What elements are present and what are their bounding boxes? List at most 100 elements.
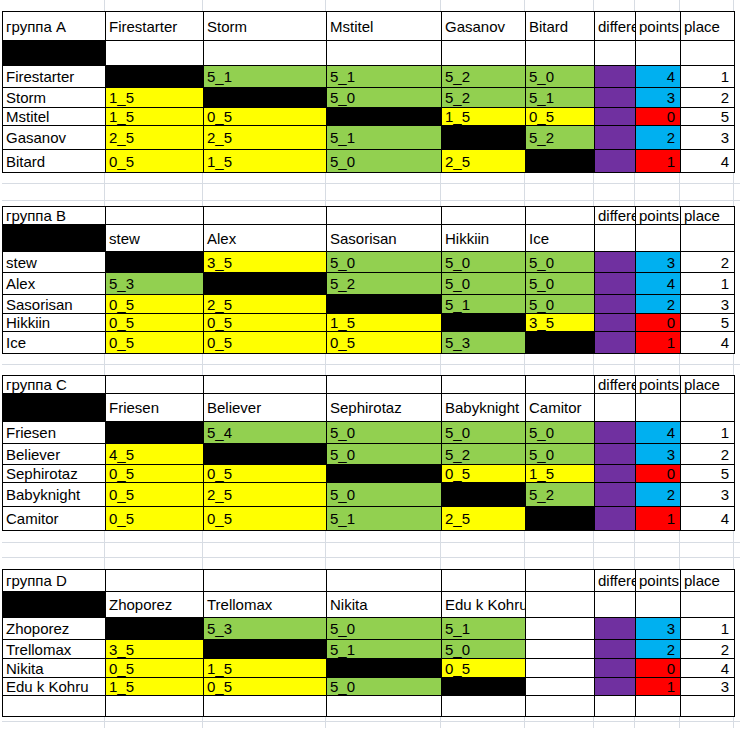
match-result-cell[interactable]: 2_5 xyxy=(106,126,204,150)
player-row-label-cell[interactable]: Gasanov xyxy=(3,126,106,150)
diagonal-black-cell[interactable] xyxy=(3,41,106,66)
group-title-cell[interactable]: группа B xyxy=(3,207,106,225)
stat-header-cell[interactable]: difference xyxy=(595,570,636,592)
match-result-cell[interactable]: 1_5 xyxy=(204,150,327,173)
points-value-cell[interactable]: 3 xyxy=(636,444,681,465)
match-result-cell[interactable]: 5_4 xyxy=(204,422,327,444)
match-result-cell[interactable]: 5_1 xyxy=(442,618,526,640)
match-result-cell[interactable]: 2_5 xyxy=(442,150,526,173)
match-result-cell[interactable]: 5_0 xyxy=(526,66,595,88)
player-row-label-cell[interactable]: Babyknight xyxy=(3,483,106,507)
difference-cell[interactable] xyxy=(595,273,636,295)
player-column-header-cell[interactable]: Zhoporez xyxy=(106,592,204,618)
empty-cell[interactable] xyxy=(681,41,735,66)
match-result-cell[interactable]: 5_0 xyxy=(327,483,442,507)
corner-black-cell[interactable] xyxy=(3,225,106,252)
points-value-cell[interactable]: 3 xyxy=(636,88,681,108)
match-result-cell[interactable]: 5_0 xyxy=(327,150,442,173)
match-result-cell[interactable]: 1_5 xyxy=(526,465,595,483)
player-column-header-cell[interactable]: Sephirotaz xyxy=(327,394,442,422)
empty-cell[interactable] xyxy=(526,640,595,659)
diagonal-black-cell[interactable] xyxy=(106,252,204,273)
match-result-cell[interactable]: 0_5 xyxy=(204,465,327,483)
diagonal-black-cell[interactable] xyxy=(442,483,526,507)
stat-header-cell[interactable]: difference xyxy=(595,12,636,41)
player-row-label-cell[interactable]: Camitor xyxy=(3,507,106,531)
points-value-cell[interactable]: 2 xyxy=(636,295,681,314)
match-result-cell[interactable]: 5_0 xyxy=(526,422,595,444)
match-result-cell[interactable]: 5_0 xyxy=(442,640,526,659)
points-value-cell[interactable]: 1 xyxy=(636,678,681,696)
stat-header-cell[interactable]: points xyxy=(636,12,681,41)
difference-cell[interactable] xyxy=(595,314,636,332)
player-row-label-cell[interactable]: Nikita xyxy=(3,659,106,678)
empty-cell[interactable] xyxy=(636,394,681,422)
player-column-header-cell[interactable]: Sasorisan xyxy=(327,225,442,252)
match-result-cell[interactable]: 1_5 xyxy=(204,659,327,678)
points-value-cell[interactable]: 0 xyxy=(636,108,681,126)
empty-cell[interactable] xyxy=(636,225,681,252)
match-result-cell[interactable]: 5_0 xyxy=(526,295,595,314)
match-result-cell[interactable]: 5_1 xyxy=(327,126,442,150)
diagonal-black-cell[interactable] xyxy=(442,126,526,150)
match-result-cell[interactable]: 3_5 xyxy=(526,314,595,332)
match-result-cell[interactable]: 2_5 xyxy=(442,507,526,531)
difference-cell[interactable] xyxy=(595,66,636,88)
difference-cell[interactable] xyxy=(595,618,636,640)
empty-cell[interactable] xyxy=(442,696,526,717)
match-result-cell[interactable]: 5_3 xyxy=(106,273,204,295)
empty-cell[interactable] xyxy=(595,225,636,252)
points-value-cell[interactable]: 4 xyxy=(636,273,681,295)
points-value-cell[interactable]: 3 xyxy=(636,618,681,640)
player-column-header-cell[interactable]: Firestarter xyxy=(106,12,204,41)
match-result-cell[interactable]: 1_5 xyxy=(106,88,204,108)
empty-cell[interactable] xyxy=(204,207,327,225)
points-value-cell[interactable]: 0 xyxy=(636,314,681,332)
place-value-cell[interactable]: 4 xyxy=(681,150,735,173)
place-value-cell[interactable]: 5 xyxy=(681,108,735,126)
diagonal-black-cell[interactable] xyxy=(106,66,204,88)
diagonal-black-cell[interactable] xyxy=(204,88,327,108)
empty-cell[interactable] xyxy=(526,618,595,640)
match-result-cell[interactable]: 5_0 xyxy=(442,422,526,444)
points-value-cell[interactable]: 1 xyxy=(636,332,681,354)
difference-cell[interactable] xyxy=(595,465,636,483)
place-value-cell[interactable]: 2 xyxy=(681,88,735,108)
points-value-cell[interactable]: 2 xyxy=(636,640,681,659)
difference-cell[interactable] xyxy=(595,507,636,531)
match-result-cell[interactable]: 5_0 xyxy=(526,273,595,295)
place-value-cell[interactable]: 4 xyxy=(681,332,735,354)
diagonal-black-cell[interactable] xyxy=(327,108,442,126)
empty-cell[interactable] xyxy=(106,570,204,592)
match-result-cell[interactable]: 5_0 xyxy=(442,273,526,295)
empty-cell[interactable] xyxy=(681,592,735,618)
player-row-label-cell[interactable]: Alex xyxy=(3,273,106,295)
points-value-cell[interactable]: 3 xyxy=(636,252,681,273)
diagonal-black-cell[interactable] xyxy=(327,465,442,483)
match-result-cell[interactable]: 0_5 xyxy=(526,108,595,126)
empty-cell[interactable] xyxy=(204,376,327,394)
diagonal-black-cell[interactable] xyxy=(327,659,442,678)
match-result-cell[interactable]: 5_0 xyxy=(526,252,595,273)
player-column-header-cell[interactable]: Storm xyxy=(204,12,327,41)
place-value-cell[interactable]: 2 xyxy=(681,444,735,465)
match-result-cell[interactable]: 3_5 xyxy=(106,640,204,659)
match-result-cell[interactable]: 0_5 xyxy=(106,314,204,332)
match-result-cell[interactable]: 5_0 xyxy=(526,444,595,465)
points-value-cell[interactable]: 1 xyxy=(636,507,681,531)
difference-cell[interactable] xyxy=(595,150,636,173)
empty-cell[interactable] xyxy=(526,678,595,696)
empty-cell[interactable] xyxy=(106,41,204,66)
stat-header-cell[interactable]: place xyxy=(681,570,735,592)
match-result-cell[interactable]: 5_1 xyxy=(327,507,442,531)
empty-cell[interactable] xyxy=(442,207,526,225)
player-row-label-cell[interactable]: Believer xyxy=(3,444,106,465)
points-value-cell[interactable]: 4 xyxy=(636,66,681,88)
empty-cell[interactable] xyxy=(681,696,735,717)
empty-cell[interactable] xyxy=(526,696,595,717)
group-title-cell[interactable]: группа C xyxy=(3,376,106,394)
place-value-cell[interactable]: 4 xyxy=(681,507,735,531)
match-result-cell[interactable]: 0_5 xyxy=(442,659,526,678)
player-row-label-cell[interactable]: Trellomax xyxy=(3,640,106,659)
place-value-cell[interactable]: 4 xyxy=(681,659,735,678)
